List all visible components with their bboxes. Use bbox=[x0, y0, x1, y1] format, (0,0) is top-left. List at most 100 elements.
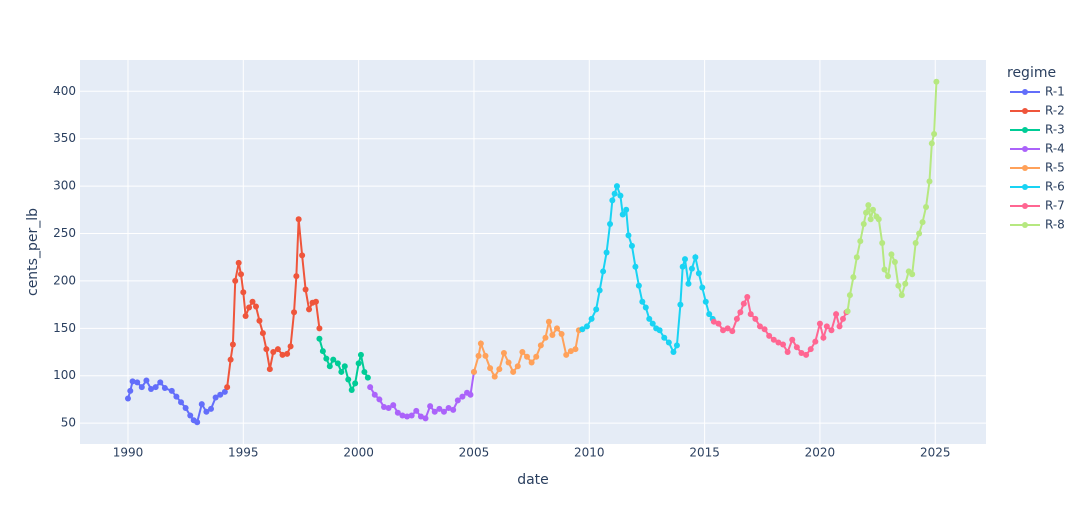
data-point bbox=[761, 326, 768, 333]
data-point bbox=[853, 254, 860, 261]
data-point bbox=[330, 356, 337, 363]
data-point bbox=[279, 351, 286, 358]
data-point bbox=[770, 336, 777, 343]
data-point bbox=[519, 349, 526, 356]
data-point bbox=[385, 404, 392, 411]
data-point bbox=[404, 413, 411, 420]
data-point bbox=[178, 399, 185, 406]
data-point bbox=[454, 397, 461, 404]
data-point bbox=[259, 330, 266, 337]
x-tick-label: 2025 bbox=[920, 446, 951, 460]
data-point bbox=[148, 386, 155, 393]
data-point bbox=[316, 325, 323, 332]
data-point bbox=[912, 239, 919, 246]
data-point bbox=[371, 391, 378, 398]
data-point bbox=[611, 190, 618, 197]
x-axis-title: date bbox=[517, 472, 549, 488]
data-point bbox=[865, 202, 872, 209]
data-point bbox=[323, 355, 330, 362]
data-point bbox=[567, 348, 574, 355]
data-point bbox=[252, 303, 259, 310]
data-point bbox=[902, 280, 909, 287]
legend-label: R-3 bbox=[1045, 123, 1065, 137]
data-point bbox=[124, 395, 131, 402]
legend-marker bbox=[1022, 146, 1028, 152]
x-tick-label: 2020 bbox=[805, 446, 836, 460]
data-point bbox=[510, 368, 517, 375]
data-point bbox=[361, 368, 368, 375]
data-point bbox=[436, 405, 443, 412]
legend-marker bbox=[1022, 89, 1028, 95]
data-point bbox=[475, 352, 482, 359]
data-point bbox=[413, 407, 420, 414]
data-point bbox=[217, 391, 224, 398]
data-point bbox=[740, 300, 747, 307]
data-point bbox=[558, 331, 565, 338]
data-point bbox=[295, 216, 302, 223]
data-point bbox=[182, 404, 189, 411]
data-point bbox=[242, 313, 249, 319]
data-point bbox=[467, 391, 474, 398]
data-point bbox=[293, 273, 300, 280]
data-point bbox=[227, 356, 234, 363]
data-point bbox=[450, 406, 457, 413]
data-point bbox=[833, 311, 840, 318]
data-point bbox=[477, 340, 484, 347]
data-point bbox=[168, 387, 175, 394]
data-point bbox=[256, 317, 263, 324]
data-point bbox=[665, 339, 672, 346]
data-point bbox=[194, 419, 201, 426]
data-point bbox=[642, 304, 649, 311]
data-point bbox=[623, 206, 630, 213]
legend-title: regime bbox=[1007, 65, 1056, 81]
data-point bbox=[846, 292, 853, 299]
data-point bbox=[744, 294, 751, 301]
data-point bbox=[431, 408, 438, 415]
y-tick-label: 400 bbox=[53, 84, 76, 98]
data-point bbox=[235, 259, 242, 266]
data-point bbox=[143, 377, 150, 384]
data-point bbox=[152, 384, 159, 391]
data-point bbox=[733, 315, 740, 322]
data-point bbox=[390, 402, 397, 409]
data-point bbox=[533, 353, 540, 360]
data-point bbox=[820, 334, 827, 341]
data-point bbox=[482, 352, 489, 359]
data-point bbox=[756, 323, 763, 330]
data-point bbox=[600, 268, 607, 275]
data-point bbox=[625, 232, 632, 239]
data-point bbox=[161, 385, 168, 392]
data-point bbox=[780, 341, 787, 348]
data-point bbox=[881, 266, 888, 273]
legend-marker bbox=[1022, 203, 1028, 209]
data-point bbox=[399, 412, 406, 419]
data-point bbox=[312, 298, 319, 305]
x-tick-label: 2000 bbox=[343, 446, 374, 460]
data-point bbox=[681, 256, 688, 263]
y-axis-title: cents_per_lb bbox=[25, 208, 41, 296]
data-point bbox=[628, 242, 635, 249]
data-point bbox=[649, 320, 656, 327]
data-point bbox=[752, 315, 759, 322]
data-point bbox=[888, 251, 895, 258]
data-point bbox=[926, 178, 933, 185]
legend-marker bbox=[1022, 184, 1028, 190]
data-point bbox=[803, 351, 810, 358]
legend-marker bbox=[1022, 165, 1028, 171]
data-point bbox=[596, 287, 603, 294]
data-point bbox=[284, 350, 291, 357]
data-point bbox=[895, 282, 902, 289]
data-point bbox=[355, 360, 362, 367]
legend-label: R-7 bbox=[1045, 199, 1065, 213]
legend-label: R-5 bbox=[1045, 161, 1065, 175]
data-point bbox=[549, 331, 556, 338]
data-point bbox=[702, 298, 709, 305]
data-point bbox=[524, 353, 531, 360]
data-point bbox=[127, 387, 134, 394]
data-point bbox=[812, 338, 819, 345]
data-point bbox=[528, 359, 535, 366]
data-point bbox=[542, 334, 549, 341]
data-point bbox=[364, 374, 371, 381]
data-point bbox=[639, 298, 646, 305]
data-point bbox=[316, 335, 323, 342]
